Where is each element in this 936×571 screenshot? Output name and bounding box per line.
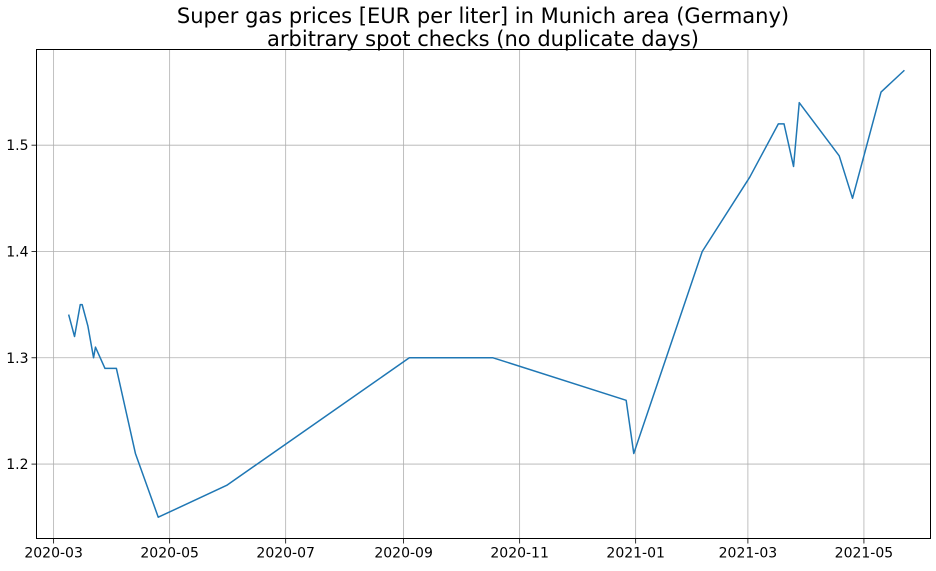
y-tick-label: 1.3 xyxy=(6,351,28,367)
x-tick-label: 2021-01 xyxy=(606,546,665,562)
chart-subtitle: arbitrary spot checks (no duplicate days… xyxy=(267,27,699,51)
x-tick-label: 2021-05 xyxy=(835,546,894,562)
x-tick-label: 2020-11 xyxy=(490,546,549,562)
chart-title: Super gas prices [EUR per liter] in Muni… xyxy=(177,4,789,28)
y-tick-label: 1.5 xyxy=(6,138,28,154)
grid-lines xyxy=(36,49,931,539)
y-axis: 1.2 1.3 1.4 1.5 xyxy=(6,138,37,473)
x-tick-label: 2020-05 xyxy=(140,546,199,562)
x-tick-label: 2020-07 xyxy=(256,546,315,562)
x-tick-label: 2021-03 xyxy=(719,546,778,562)
x-tick-label: 2020-03 xyxy=(24,546,83,562)
x-axis: 2020-03 2020-05 2020-07 2020-09 2020-11 2021-… xyxy=(24,538,894,562)
series-layer xyxy=(67,69,905,518)
y-tick-label: 1.2 xyxy=(6,457,28,473)
y-tick-label: 1.4 xyxy=(6,244,28,260)
x-tick-label: 2020-09 xyxy=(374,546,433,562)
plot-area-frame xyxy=(36,49,931,539)
series-line-super xyxy=(67,69,905,518)
